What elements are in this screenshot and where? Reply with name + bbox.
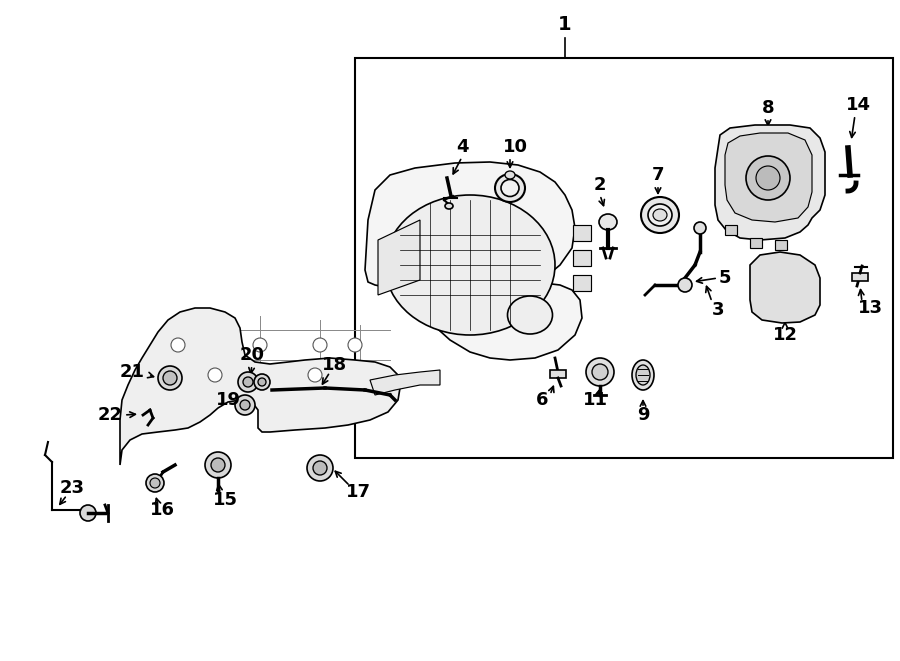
- Text: 20: 20: [239, 346, 265, 364]
- Text: 13: 13: [858, 299, 883, 317]
- Circle shape: [308, 368, 322, 382]
- Ellipse shape: [636, 365, 650, 385]
- Bar: [550, 370, 566, 378]
- Polygon shape: [370, 370, 440, 395]
- Polygon shape: [750, 252, 820, 323]
- Text: 17: 17: [346, 483, 371, 501]
- Text: 7: 7: [652, 166, 664, 184]
- Circle shape: [253, 338, 267, 352]
- Circle shape: [171, 338, 185, 352]
- Text: 4: 4: [455, 138, 468, 156]
- Text: 19: 19: [215, 391, 240, 409]
- Ellipse shape: [599, 214, 617, 230]
- Ellipse shape: [385, 195, 555, 335]
- Circle shape: [746, 156, 790, 200]
- Bar: [775, 240, 787, 250]
- Circle shape: [694, 222, 706, 234]
- Polygon shape: [120, 308, 400, 465]
- Circle shape: [205, 452, 231, 478]
- Polygon shape: [725, 133, 812, 222]
- Circle shape: [150, 478, 160, 488]
- Circle shape: [313, 461, 327, 475]
- Ellipse shape: [632, 360, 654, 390]
- Circle shape: [258, 378, 266, 386]
- Circle shape: [313, 338, 327, 352]
- Bar: [750, 238, 762, 248]
- Ellipse shape: [648, 204, 672, 226]
- Text: 8: 8: [761, 99, 774, 117]
- Circle shape: [238, 372, 258, 392]
- Text: 6: 6: [536, 391, 548, 409]
- Circle shape: [146, 474, 164, 492]
- Ellipse shape: [505, 171, 515, 179]
- Ellipse shape: [653, 209, 667, 221]
- Circle shape: [678, 278, 692, 292]
- Circle shape: [163, 371, 177, 385]
- Bar: [355, 58, 893, 458]
- Text: 9: 9: [637, 406, 649, 424]
- Ellipse shape: [501, 180, 519, 196]
- Bar: [573, 225, 591, 241]
- Text: 16: 16: [149, 501, 175, 519]
- Circle shape: [211, 458, 225, 472]
- Polygon shape: [378, 220, 420, 295]
- Polygon shape: [715, 125, 825, 240]
- Ellipse shape: [641, 197, 679, 233]
- Ellipse shape: [508, 296, 553, 334]
- Ellipse shape: [445, 203, 453, 209]
- Circle shape: [592, 364, 608, 380]
- Circle shape: [208, 368, 222, 382]
- Text: 12: 12: [772, 326, 797, 344]
- Circle shape: [756, 166, 780, 190]
- Circle shape: [158, 366, 182, 390]
- Text: 18: 18: [322, 356, 347, 374]
- Bar: [852, 273, 868, 281]
- Circle shape: [348, 338, 362, 352]
- Text: 15: 15: [212, 491, 238, 509]
- Ellipse shape: [495, 174, 525, 202]
- Text: 11: 11: [582, 391, 608, 409]
- Text: 10: 10: [502, 138, 527, 156]
- Circle shape: [243, 377, 253, 387]
- Text: 23: 23: [59, 479, 85, 497]
- Text: 1: 1: [558, 15, 572, 34]
- Text: 2: 2: [594, 176, 607, 194]
- Bar: [725, 225, 737, 235]
- Text: 22: 22: [97, 406, 122, 424]
- Text: 3: 3: [712, 301, 724, 319]
- Text: 5: 5: [719, 269, 731, 287]
- Circle shape: [307, 455, 333, 481]
- Text: 21: 21: [120, 363, 145, 381]
- Circle shape: [235, 395, 255, 415]
- Circle shape: [586, 358, 614, 386]
- Bar: [573, 250, 591, 266]
- Circle shape: [254, 374, 270, 390]
- Circle shape: [80, 505, 96, 521]
- Text: 14: 14: [845, 96, 870, 114]
- Polygon shape: [365, 162, 582, 360]
- Circle shape: [240, 400, 250, 410]
- Bar: [573, 275, 591, 291]
